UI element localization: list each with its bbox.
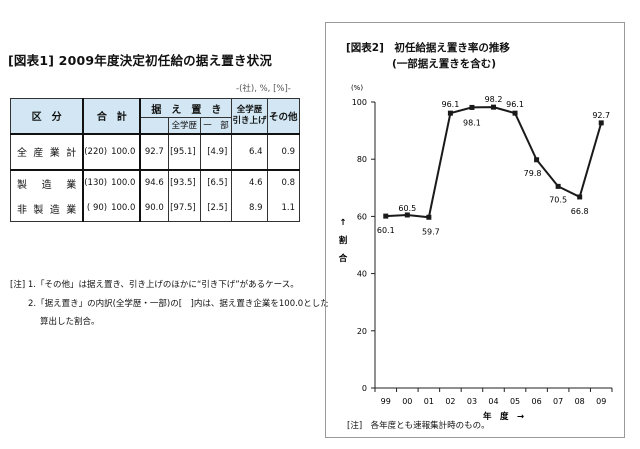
- row-partial: [6.5]: [199, 168, 233, 196]
- data-point: [426, 214, 432, 220]
- y-axis-label: 割: [339, 235, 348, 246]
- x-tick-label: 03: [467, 397, 477, 406]
- data-label: 60.1: [377, 226, 395, 235]
- y-tick-label: 40: [357, 270, 367, 279]
- x-tick-label: 07: [553, 397, 563, 406]
- row-total: 100.0: [111, 132, 142, 170]
- row-partial: [4.9]: [199, 132, 233, 170]
- data-label: 92.7: [592, 111, 610, 120]
- x-tick-label: 04: [488, 397, 498, 406]
- data-point: [469, 104, 475, 110]
- row-label: 製造業: [10, 168, 85, 196]
- x-axis-label: 年 度 →: [483, 411, 524, 422]
- y-tick-label: 0: [362, 384, 367, 393]
- row-raise: 8.9: [231, 195, 268, 222]
- data-label: 60.5: [398, 204, 416, 213]
- x-tick-label: 02: [445, 397, 455, 406]
- fig1-unit: -(社), %, [%]-: [236, 84, 291, 94]
- data-point: [447, 110, 453, 116]
- x-tick-label: 00: [402, 397, 412, 406]
- row-count: ( 90): [82, 195, 112, 222]
- row-total: 100.0: [111, 195, 142, 222]
- fig2-note: [注] 各年度とも速報集計時のもの。: [347, 421, 490, 431]
- data-label: 98.1: [463, 118, 481, 127]
- data-point: [598, 120, 604, 126]
- data-label: 96.1: [442, 100, 460, 109]
- y-axis-label: ↑: [339, 218, 346, 228]
- data-label: 66.8: [571, 207, 589, 216]
- row-count: (130): [82, 168, 112, 196]
- y-tick-label: 20: [357, 327, 367, 336]
- row-total: 100.0: [111, 168, 142, 196]
- data-point: [404, 212, 410, 218]
- data-label: 70.5: [549, 195, 567, 204]
- table-row: 非製造業 ( 90) 100.0 90.0 [97.5] [2.5] 8.9 1…: [10, 195, 301, 222]
- row-label: 非製造業: [10, 195, 85, 222]
- fig1-title: [図表1] 2009年度決定初任給の据え置き状況: [8, 53, 273, 68]
- data-point: [555, 183, 561, 189]
- row-hold: 90.0: [139, 195, 169, 222]
- header-other: その他: [266, 98, 301, 134]
- fig2-subtitle: (一部据え置きを含む): [392, 58, 497, 70]
- x-tick-label: 06: [531, 397, 541, 406]
- header-hold: 据 え 置 き: [139, 98, 233, 118]
- data-label: 96.1: [506, 100, 524, 109]
- row-all-edu: [97.5]: [167, 195, 201, 222]
- table-row: 製造業 (130) 100.0 94.6 [93.5] [6.5] 4.6 0.…: [10, 168, 301, 196]
- data-point: [512, 110, 518, 116]
- row-all-edu: [95.1]: [167, 132, 201, 170]
- x-tick-label: 08: [575, 397, 585, 406]
- row-hold: 92.7: [139, 132, 169, 170]
- table-row: 全産業計 (220) 100.0 92.7 [95.1] [4.9] 6.4 0…: [10, 132, 301, 170]
- row-raise: 6.4: [231, 132, 268, 170]
- hold-status-table: 区 分 合 計 据 え 置 き 全学歴 引き上げ その他 全学歴 一 部 全産業…: [10, 98, 301, 222]
- data-point: [491, 104, 496, 110]
- y-tick-label: 60: [357, 212, 367, 221]
- header-hold-all-edu: 全学歴: [167, 117, 201, 134]
- row-other: 1.1: [266, 195, 301, 222]
- x-tick-label: 99: [381, 397, 391, 406]
- x-tick-label: 05: [510, 397, 520, 406]
- fig1-note-1: [注] 1.「その他」は据え置き、引き上げのほかに“引き下げ”があるケース。: [10, 280, 299, 290]
- header-raise-line1: 全学歴: [236, 104, 263, 115]
- x-tick-label: 01: [424, 397, 434, 406]
- series-line: [385, 106, 603, 219]
- row-all-edu: [93.5]: [167, 168, 201, 196]
- y-axis-label: 合: [338, 253, 348, 264]
- row-hold: 94.6: [139, 168, 169, 196]
- data-point: [383, 213, 389, 219]
- data-label: 79.8: [524, 169, 542, 178]
- row-other: 0.9: [266, 132, 301, 170]
- y-unit-label: (%): [351, 84, 363, 92]
- row-raise: 4.6: [231, 168, 268, 196]
- fig2-title: [図表2] 初任給据え置き率の推移: [346, 42, 510, 54]
- data-point: [577, 194, 583, 200]
- row-label: 全産業計: [10, 132, 85, 170]
- y-tick-label: 100: [352, 98, 367, 107]
- data-point: [534, 157, 540, 163]
- row-other: 0.8: [266, 168, 301, 196]
- fig2-frame: [325, 22, 625, 438]
- data-label: 59.7: [422, 227, 440, 236]
- y-tick-label: 80: [357, 155, 367, 164]
- data-label: 98.2: [485, 95, 503, 104]
- x-tick-label: 09: [596, 397, 606, 406]
- row-count: (220): [82, 132, 112, 170]
- fig1-note-2: 2.「据え置き」の内訳(全学歴・一部)の[ ]内は、据え置き企業を100.0とし…: [28, 299, 329, 309]
- header-raise-line2: 引き上げ: [232, 115, 267, 126]
- fig1-note-3: 算出した割合。: [40, 317, 100, 327]
- header-category: 区 分: [10, 98, 85, 134]
